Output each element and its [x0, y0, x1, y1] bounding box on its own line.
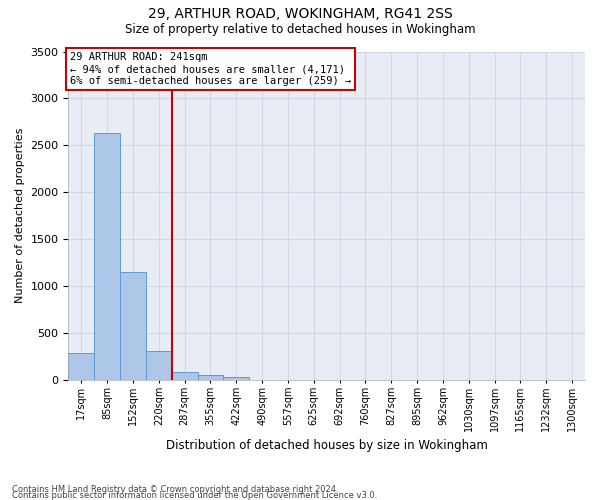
Bar [197, 376, 223, 380]
X-axis label: Distribution of detached houses by size in Wokingham: Distribution of detached houses by size … [166, 440, 488, 452]
Bar [172, 372, 197, 380]
Bar [94, 133, 120, 380]
Bar [68, 353, 94, 380]
Text: Contains public sector information licensed under the Open Government Licence v3: Contains public sector information licen… [12, 491, 377, 500]
Text: Contains HM Land Registry data © Crown copyright and database right 2024.: Contains HM Land Registry data © Crown c… [12, 485, 338, 494]
Text: 29, ARTHUR ROAD, WOKINGHAM, RG41 2SS: 29, ARTHUR ROAD, WOKINGHAM, RG41 2SS [148, 8, 452, 22]
Bar [223, 377, 249, 380]
Bar [120, 272, 146, 380]
Bar [146, 351, 172, 380]
Text: Size of property relative to detached houses in Wokingham: Size of property relative to detached ho… [125, 22, 475, 36]
Y-axis label: Number of detached properties: Number of detached properties [15, 128, 25, 304]
Text: 29 ARTHUR ROAD: 241sqm
← 94% of detached houses are smaller (4,171)
6% of semi-d: 29 ARTHUR ROAD: 241sqm ← 94% of detached… [70, 52, 351, 86]
